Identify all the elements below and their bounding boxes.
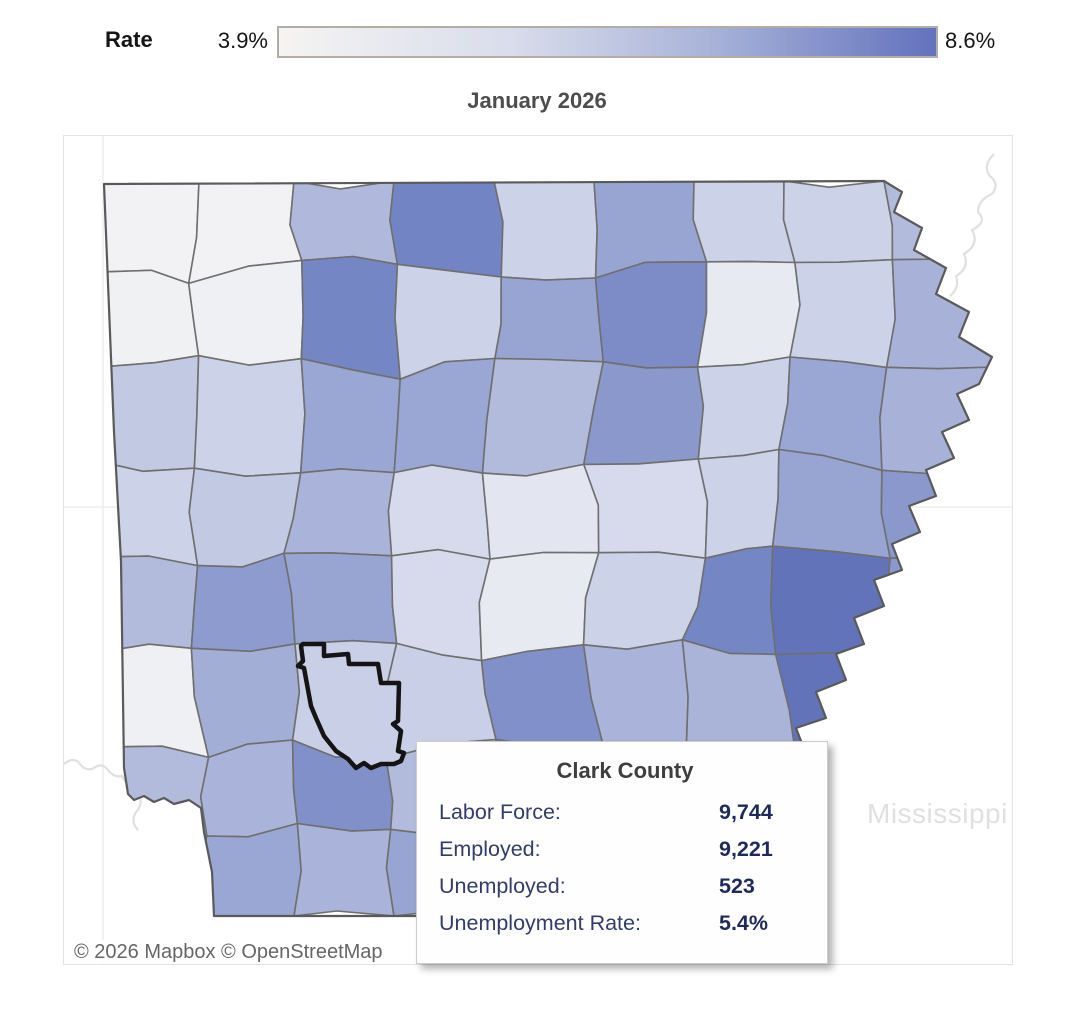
county[interactable]: [885, 553, 999, 654]
county[interactable]: [199, 739, 299, 838]
region-label-mississippi: Mississippi: [867, 798, 1008, 829]
tooltip-row-label: Unemployed:: [439, 874, 566, 898]
county[interactable]: [880, 461, 996, 560]
county[interactable]: [696, 260, 801, 368]
map-title: January 2026: [467, 88, 607, 113]
county[interactable]: [389, 180, 504, 278]
county[interactable]: [692, 180, 796, 264]
county[interactable]: [769, 545, 896, 656]
tooltip-rows: Labor Force: 9,744 Employed: 9,221 Unemploye…: [439, 794, 811, 942]
county[interactable]: [94, 354, 200, 473]
state-outline: [102, 179, 994, 918]
county[interactable]: [283, 468, 396, 557]
county[interactable]: [494, 276, 605, 363]
tooltip-row: Employed: 9,221: [439, 831, 811, 868]
county[interactable]: [193, 354, 306, 478]
county[interactable]: [93, 555, 199, 653]
county[interactable]: [885, 258, 996, 370]
county[interactable]: [782, 181, 894, 264]
tooltip-row-label: Unemployment Rate:: [439, 911, 641, 935]
legend-title: Rate: [105, 27, 153, 52]
selected-county-outline[interactable]: [295, 641, 407, 771]
county[interactable]: [190, 552, 296, 653]
county[interactable]: [101, 269, 200, 368]
county[interactable]: [293, 822, 395, 917]
county[interactable]: [95, 745, 210, 837]
county[interactable]: [883, 831, 1002, 916]
county[interactable]: [582, 361, 705, 466]
river-line: [949, 153, 997, 297]
county[interactable]: [390, 548, 491, 662]
tooltip-row-value: 9,221: [719, 837, 773, 861]
county[interactable]: [697, 448, 780, 560]
river-line: [64, 758, 142, 831]
tooltip-row-value: 9,744: [719, 800, 773, 824]
county[interactable]: [481, 463, 600, 560]
county[interactable]: [387, 464, 491, 560]
county[interactable]: [95, 176, 200, 285]
county[interactable]: [594, 261, 708, 369]
county[interactable]: [101, 831, 208, 920]
tooltip-row-value: 523: [719, 874, 755, 898]
county[interactable]: [300, 255, 402, 380]
tooltip-row-label: Labor Force:: [439, 800, 561, 824]
map-panel: Mississippi © 2026 Mapbox © OpenStreetMa…: [63, 135, 1013, 965]
tooltip-row: Labor Force: 9,744: [439, 794, 811, 831]
legend-min-value: 3.9%: [217, 28, 268, 53]
county[interactable]: [696, 356, 791, 460]
tooltip-row-label: Employed:: [439, 837, 541, 861]
legend-max-value: 8.6%: [945, 28, 996, 53]
tooltip-row-value: 5.4%: [719, 911, 769, 935]
county[interactable]: [890, 643, 996, 750]
legend-gradient-bar: [277, 26, 938, 58]
county[interactable]: [393, 357, 496, 474]
tooltip-row: Unemployed: 523: [439, 868, 811, 905]
tooltip: Clark County Labor Force: 9,744 Employed: 9…: [416, 741, 828, 964]
tooltip-title: Clark County: [556, 758, 694, 783]
county[interactable]: [493, 179, 599, 281]
county[interactable]: [283, 552, 398, 645]
map-attribution[interactable]: © 2026 Mapbox © OpenStreetMap: [64, 940, 446, 964]
county[interactable]: [582, 458, 709, 560]
county[interactable]: [289, 181, 399, 266]
county[interactable]: [299, 357, 402, 474]
tooltip-row: Unemployment Rate: 5.4%: [439, 905, 811, 942]
county[interactable]: [789, 258, 897, 369]
